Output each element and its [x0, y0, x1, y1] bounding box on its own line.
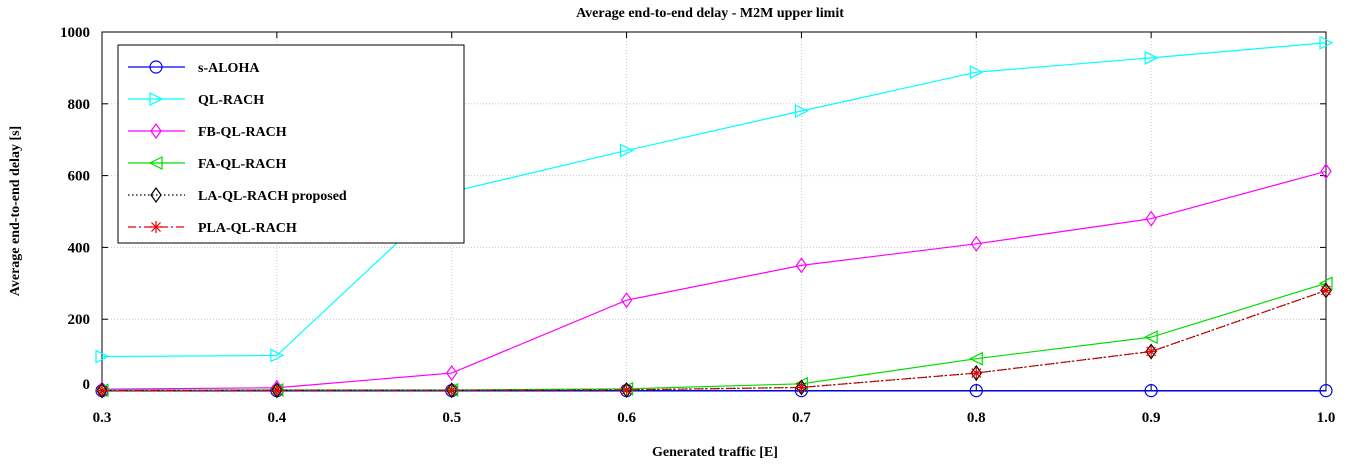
diamond-marker — [445, 365, 458, 382]
y-tick-label: 400 — [68, 240, 91, 256]
triangle-right-marker — [270, 348, 285, 363]
asterisk-stroke — [271, 385, 282, 396]
asterisk-marker — [620, 383, 633, 396]
x-tick-label: 0.8 — [967, 410, 986, 426]
triangle-right-marker — [1319, 35, 1334, 50]
series-la-ql-rach-proposed — [96, 282, 1332, 399]
legend-label: FB-QL-RACH — [198, 125, 287, 140]
asterisk-stroke — [621, 384, 632, 395]
x-tick-label: 0.3 — [93, 410, 112, 426]
asterisk-stroke — [97, 385, 107, 396]
diamond-marker — [150, 186, 162, 204]
diamond-marker — [970, 235, 983, 252]
series-fb-ql-rach — [96, 163, 1332, 398]
series-line — [101, 170, 1327, 390]
asterisk-marker — [445, 384, 458, 397]
x-tick-label: 0.9 — [1142, 410, 1161, 426]
diamond-marker — [271, 382, 283, 399]
asterisk-stroke — [796, 382, 807, 393]
asterisk-marker — [96, 384, 108, 397]
asterisk-stroke — [1321, 285, 1331, 296]
series-pla-ql-rach — [96, 284, 1332, 397]
x-tick-label: 0.6 — [617, 410, 636, 426]
x-tick-label: 1.0 — [1317, 410, 1336, 426]
diamond-marker — [1145, 210, 1157, 227]
legend-entry: FA-QL-RACH — [128, 156, 287, 172]
diamond-marker — [795, 257, 808, 274]
legend-entry: s-ALOHA — [128, 60, 260, 76]
circle-marker — [969, 384, 983, 398]
legend-label: LA-QL-RACH proposed — [198, 189, 347, 204]
legend-label: FA-QL-RACH — [198, 157, 287, 172]
y-axis-title: Average end-to-end delay [s] — [8, 126, 23, 296]
diamond-marker — [96, 382, 108, 399]
asterisk-marker — [1320, 284, 1332, 297]
chart-title: Average end-to-end delay - M2M upper lim… — [576, 6, 844, 21]
legend-entry: QL-RACH — [128, 92, 264, 108]
asterisk-stroke — [1146, 346, 1157, 357]
asterisk-marker — [270, 384, 283, 397]
asterisk-marker — [150, 221, 162, 233]
diamond-marker — [150, 122, 162, 140]
triangle-right-marker — [1144, 50, 1159, 65]
series-line — [101, 282, 1327, 391]
y-tick-label: 1000 — [60, 25, 90, 41]
x-tick-label: 0.5 — [442, 410, 461, 426]
y-tick-label: 600 — [68, 169, 91, 185]
circle-marker — [1319, 384, 1333, 398]
x-tick-label: 0.4 — [267, 410, 286, 426]
legend-label: PLA-QL-RACH — [198, 221, 297, 236]
triangle-right-marker — [619, 143, 634, 158]
diamond-marker — [445, 382, 458, 399]
series-line — [101, 42, 1327, 358]
legend-box — [117, 44, 465, 244]
triangle-right-marker — [969, 65, 984, 80]
triangle-right-marker — [794, 104, 809, 118]
series-group — [94, 35, 1334, 399]
legend-label: s-ALOHA — [198, 61, 260, 76]
triangle-left-marker — [148, 156, 163, 170]
diamond-marker — [795, 379, 808, 396]
legend-label: QL-RACH — [198, 93, 264, 108]
series-line — [101, 289, 1327, 392]
series-line — [101, 289, 1327, 392]
x-tick-label: 0.7 — [792, 410, 811, 426]
diamond-marker — [620, 381, 633, 398]
diamond-marker — [1320, 163, 1332, 180]
circle-marker — [1144, 384, 1158, 398]
diamond-marker — [620, 292, 633, 309]
asterisk-marker — [1145, 345, 1158, 358]
triangle-right-marker — [95, 349, 110, 364]
diamond-marker — [970, 365, 983, 382]
triangle-right-marker — [149, 92, 164, 106]
y-tick-label: 800 — [68, 97, 91, 113]
legend-entry: LA-QL-RACH proposed — [128, 186, 347, 204]
asterisk-stroke — [446, 385, 457, 396]
y-tick-label: 200 — [68, 312, 91, 328]
x-axis-title: Generated traffic [E] — [652, 445, 778, 460]
legend: s-ALOHA QL-RACH FB-QL-RACH FA-QL-RACH LA-QL-… — [117, 44, 465, 244]
asterisk-stroke — [151, 222, 161, 232]
asterisk-marker — [795, 381, 808, 394]
diamond-marker — [1320, 282, 1332, 299]
diamond-marker — [1145, 343, 1157, 360]
axis-ticks: 0.3 0.4 0.5 0.6 0.7 0.8 0.9 1.0 0 200 400 600 800 100… — [60, 25, 1335, 426]
series-fa-ql-rach — [94, 276, 1333, 398]
legend-entry: PLA-QL-RACH — [128, 221, 297, 236]
triangle-left-marker — [968, 351, 983, 366]
legend-entry: FB-QL-RACH — [128, 122, 287, 140]
triangle-left-marker — [1143, 330, 1158, 345]
asterisk-stroke — [971, 368, 982, 378]
asterisk-marker — [970, 367, 983, 380]
y-tick-label: 0 — [83, 377, 91, 393]
circle-marker — [149, 60, 163, 74]
